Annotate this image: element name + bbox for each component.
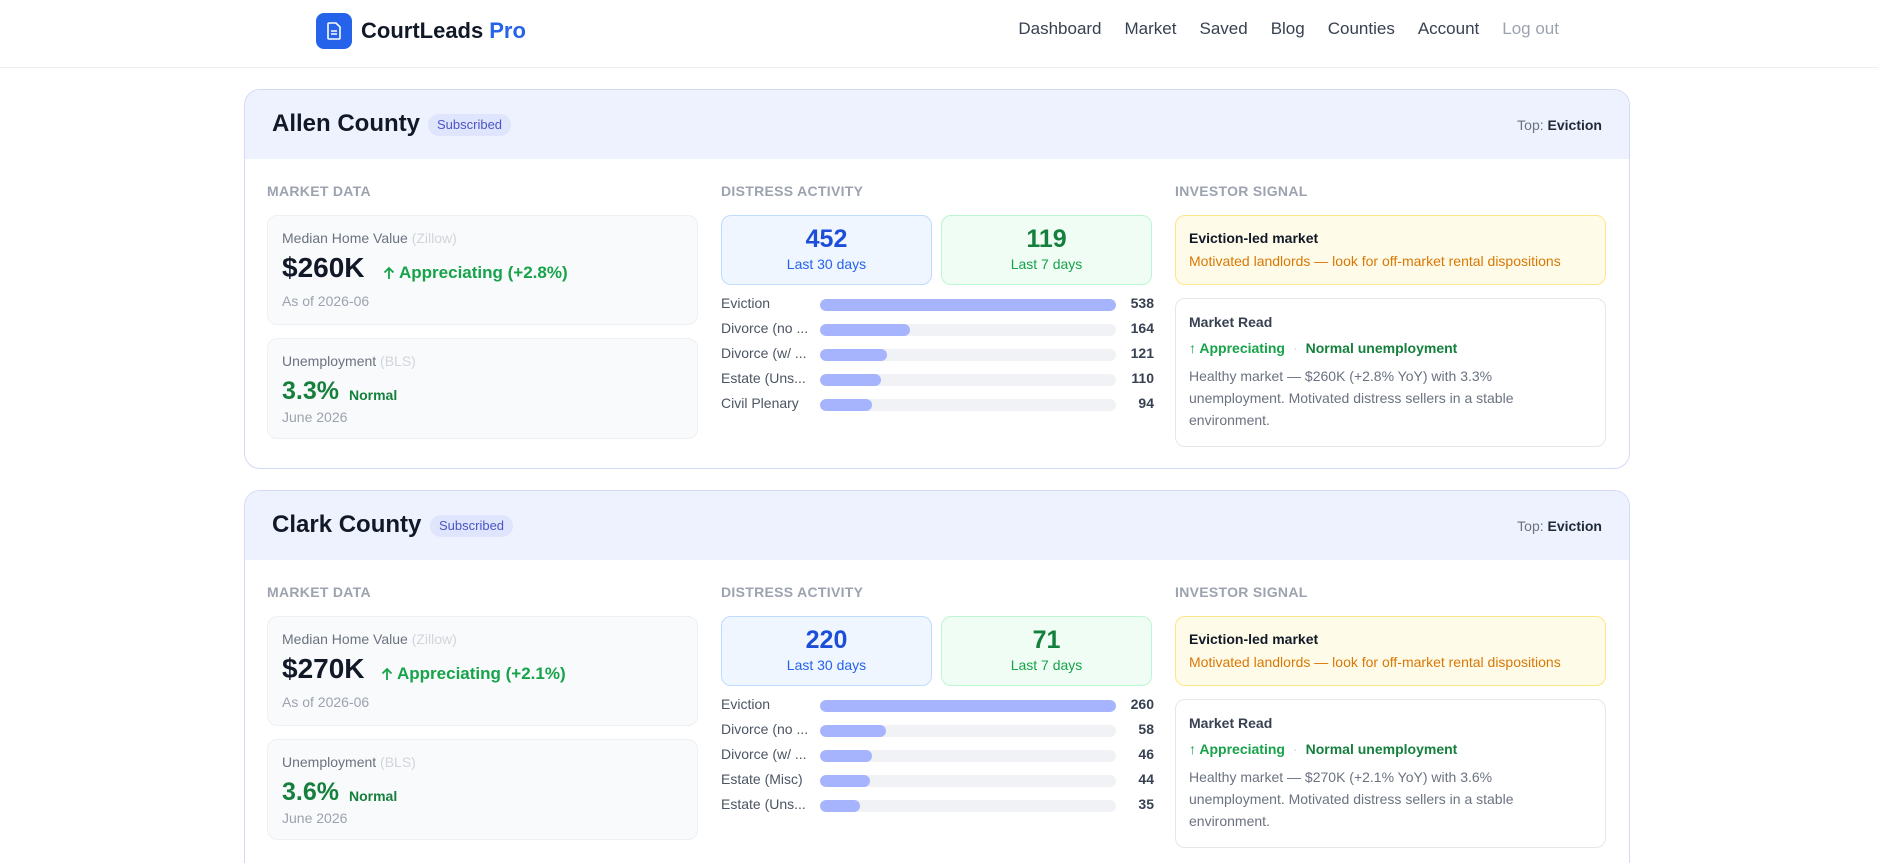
- last-30-days-stat: 452 Last 30 days: [721, 215, 932, 285]
- county-name: Allen County: [272, 110, 420, 137]
- unemployment-date: June 2026: [282, 810, 348, 826]
- case-type-bar: Divorce (w/ ... 121: [721, 345, 1154, 361]
- county-card: Allen County Subscribed Top: Eviction MA…: [244, 89, 1630, 469]
- appreciating-tag: ↑ Appreciating: [1189, 340, 1285, 356]
- bar-fill: [820, 349, 887, 361]
- bar-fill: [820, 775, 871, 787]
- market-read-tags: ↑ Appreciating · Normal unemployment: [1189, 340, 1458, 356]
- unemployment-card: Unemployment (BLS) 3.3% Normal June 2026: [267, 338, 698, 439]
- median-value: $270K: [282, 653, 365, 684]
- nav-account[interactable]: Account: [1417, 19, 1480, 38]
- top-case-type: Top: Eviction: [1517, 117, 1602, 133]
- median-label: Median Home Value (Zillow): [282, 230, 457, 246]
- main-nav: Dashboard Market Saved Blog Counties Acc…: [1018, 19, 1559, 39]
- nav-counties[interactable]: Counties: [1327, 19, 1395, 38]
- last-30-days-stat: 220 Last 30 days: [721, 616, 932, 686]
- market-read-title: Market Read: [1189, 314, 1273, 330]
- unemployment-label: Unemployment (BLS): [282, 353, 416, 369]
- brand[interactable]: CourtLeads Pro: [316, 13, 526, 49]
- investor-signal-heading: INVESTOR SIGNAL: [1175, 584, 1308, 600]
- nav-logout[interactable]: Log out: [1502, 19, 1559, 38]
- market-read-card: Market Read ↑ Appreciating · Normal unem…: [1175, 699, 1606, 848]
- case-type-bar: Divorce (no ... 58: [721, 721, 1154, 737]
- as-of-date: As of 2026-06: [282, 694, 370, 710]
- market-read-title: Market Read: [1189, 715, 1273, 731]
- unemployment-date: June 2026: [282, 409, 348, 425]
- appreciation-trend: Appreciating (+2.1%): [381, 664, 566, 684]
- case-type-bar: Civil Plenary 94: [721, 395, 1154, 411]
- unemployment-status: Normal: [349, 387, 398, 403]
- distress-activity-heading: DISTRESS ACTIVITY: [721, 584, 864, 600]
- nav-saved[interactable]: Saved: [1199, 19, 1248, 38]
- median-home-value-card: Median Home Value (Zillow) $260K Appreci…: [267, 215, 698, 325]
- arrow-up-icon: [381, 667, 393, 680]
- market-read-tags: ↑ Appreciating · Normal unemployment: [1189, 741, 1458, 757]
- county-card-header: Allen County Subscribed Top: Eviction: [245, 90, 1629, 159]
- median-label: Median Home Value (Zillow): [282, 631, 457, 647]
- nav-blog[interactable]: Blog: [1270, 19, 1305, 38]
- investor-signal-heading: INVESTOR SIGNAL: [1175, 183, 1308, 199]
- case-type-bar: Estate (Misc) 44: [721, 771, 1154, 787]
- bar-fill: [820, 374, 881, 386]
- bar-fill: [820, 324, 911, 336]
- median-home-value-card: Median Home Value (Zillow) $270K Appreci…: [267, 616, 698, 726]
- county-name: Clark County: [272, 511, 422, 538]
- bar-fill: [820, 299, 1116, 311]
- brand-suffix: Pro: [489, 18, 526, 43]
- county-card-header: Clark County Subscribed Top: Eviction: [245, 491, 1629, 560]
- signal-description: Motivated landlords — look for off-marke…: [1189, 253, 1561, 269]
- market-data-heading: MARKET DATA: [267, 183, 371, 199]
- signal-alert: Eviction-led market Motivated landlords …: [1175, 215, 1606, 285]
- case-type-bar: Estate (Uns... 110: [721, 370, 1154, 386]
- subscribed-badge: Subscribed: [430, 515, 514, 537]
- document-icon: [316, 13, 352, 49]
- as-of-date: As of 2026-06: [282, 293, 370, 309]
- case-type-bar: Eviction 538: [721, 295, 1154, 311]
- case-type-bar: Divorce (no ... 164: [721, 320, 1154, 336]
- market-read-card: Market Read ↑ Appreciating · Normal unem…: [1175, 298, 1606, 447]
- distress-activity-heading: DISTRESS ACTIVITY: [721, 183, 864, 199]
- nav-market[interactable]: Market: [1124, 19, 1177, 38]
- unemployment-tag: Normal unemployment: [1305, 741, 1458, 757]
- unemployment-value: 3.3%: [282, 377, 339, 405]
- unemployment-status: Normal: [349, 788, 398, 804]
- appreciating-tag: ↑ Appreciating: [1189, 741, 1285, 757]
- last-7-days-stat: 71 Last 7 days: [941, 616, 1152, 686]
- market-read-text: Healthy market — $270K (+2.1% YoY) with …: [1189, 769, 1514, 829]
- bar-fill: [820, 750, 873, 762]
- case-type-bar: Eviction 260: [721, 696, 1154, 712]
- case-type-bar: Divorce (w/ ... 46: [721, 746, 1154, 762]
- bar-fill: [820, 399, 872, 411]
- last-7-days-stat: 119 Last 7 days: [941, 215, 1152, 285]
- market-read-text: Healthy market — $260K (+2.8% YoY) with …: [1189, 368, 1514, 428]
- market-data-heading: MARKET DATA: [267, 584, 371, 600]
- unemployment-label: Unemployment (BLS): [282, 754, 416, 770]
- top-case-type: Top: Eviction: [1517, 518, 1602, 534]
- signal-description: Motivated landlords — look for off-marke…: [1189, 654, 1561, 670]
- bar-fill: [820, 725, 887, 737]
- subscribed-badge: Subscribed: [428, 114, 512, 136]
- arrow-up-icon: [383, 266, 395, 279]
- bar-fill: [820, 700, 1116, 712]
- signal-title: Eviction-led market: [1189, 230, 1319, 246]
- appreciation-trend: Appreciating (+2.8%): [383, 263, 568, 283]
- signal-title: Eviction-led market: [1189, 631, 1319, 647]
- unemployment-value: 3.6%: [282, 778, 339, 806]
- unemployment-tag: Normal unemployment: [1305, 340, 1458, 356]
- nav-dashboard[interactable]: Dashboard: [1018, 19, 1102, 38]
- case-type-bar: Estate (Uns... 35: [721, 796, 1154, 812]
- bar-fill: [820, 800, 860, 812]
- unemployment-card: Unemployment (BLS) 3.6% Normal June 2026: [267, 739, 698, 840]
- median-value: $260K: [282, 252, 365, 283]
- signal-alert: Eviction-led market Motivated landlords …: [1175, 616, 1606, 686]
- county-card: Clark County Subscribed Top: Eviction MA…: [244, 490, 1630, 863]
- top-navbar: CourtLeads Pro Dashboard Market Saved Bl…: [0, 0, 1878, 68]
- brand-name: CourtLeads: [361, 18, 484, 43]
